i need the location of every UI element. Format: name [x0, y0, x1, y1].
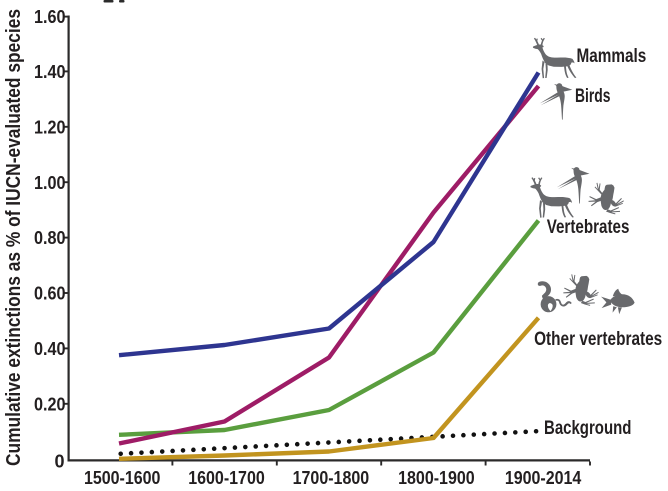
svg-text:0.40: 0.40 — [34, 339, 66, 359]
svg-text:1600-1700: 1600-1700 — [188, 468, 265, 488]
svg-text:1700-1800: 1700-1800 — [293, 468, 370, 488]
svg-text:Mammals: Mammals — [577, 46, 647, 67]
svg-text:1.60: 1.60 — [34, 7, 66, 27]
svg-text:1800-1900: 1800-1900 — [398, 468, 475, 488]
svg-text:1.00: 1.00 — [34, 173, 66, 193]
svg-text:1.40: 1.40 — [34, 62, 66, 82]
svg-text:Other vertebrates: Other vertebrates — [534, 329, 662, 350]
svg-text:1900-2014: 1900-2014 — [505, 468, 582, 488]
svg-text:0.20: 0.20 — [34, 394, 66, 414]
svg-text:Cumulative extinctions as % of: Cumulative extinctions as % of IUCN-eval… — [2, 9, 25, 466]
svg-text:Background: Background — [544, 418, 631, 439]
svg-text:0: 0 — [54, 452, 64, 472]
svg-text:0.60: 0.60 — [34, 284, 66, 304]
svg-text:0.80: 0.80 — [34, 228, 66, 248]
svg-text:Vertebrates: Vertebrates — [547, 217, 630, 238]
svg-text:1500-1600: 1500-1600 — [84, 468, 161, 488]
svg-text:1.20: 1.20 — [34, 117, 66, 137]
svg-text:Birds: Birds — [575, 86, 611, 107]
